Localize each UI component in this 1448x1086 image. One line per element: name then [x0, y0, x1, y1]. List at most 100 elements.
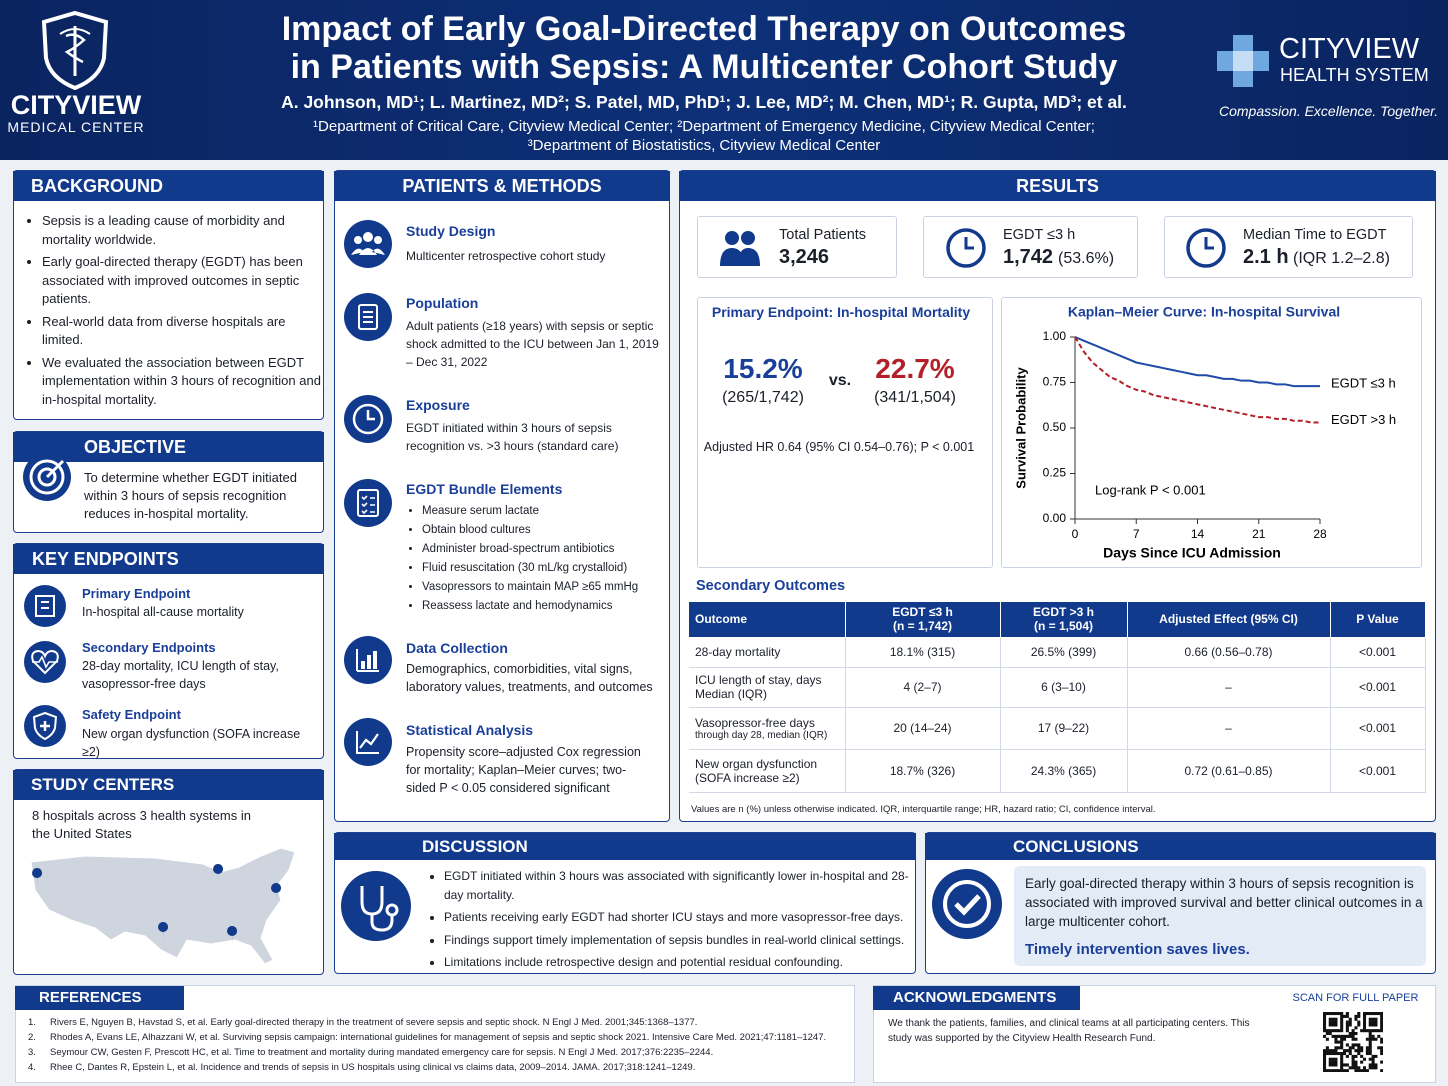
qr-module [1337, 1052, 1341, 1056]
header-row: Outcome EGDT ≤3 h (n = 1,742) EGDT >3 h (n =… [689, 602, 1426, 638]
qr-module [1351, 1066, 1355, 1070]
method-title: Study Design [406, 223, 496, 239]
rate: 22.7% [875, 353, 955, 384]
qr-module [1328, 1020, 1332, 1024]
qr-module [1357, 1012, 1361, 1016]
bullet: Limitations include retrospective design… [444, 953, 924, 972]
method-text: Multicenter retrospective cohort study [406, 249, 606, 263]
qr-module [1380, 1029, 1383, 1033]
endpoint-text: 28-day mortality, ICU length of stay, va… [82, 659, 279, 691]
bullet: Measure serum lactate [422, 502, 682, 521]
qr-module [1368, 1066, 1372, 1070]
qr-module [1380, 1069, 1383, 1072]
table-cell: <0.001 [1330, 749, 1426, 793]
x-axis-label: Days Since ICU Admission [1103, 545, 1281, 561]
qr-module [1351, 1032, 1355, 1036]
qr-module [1374, 1063, 1378, 1067]
header-cell: EGDT >3 h (n = 1,504) [1000, 602, 1128, 638]
reference-number: 3. [28, 1047, 36, 1058]
qr-module [1360, 1046, 1364, 1050]
header-cell: Adjusted Effect (95% CI) [1127, 602, 1331, 638]
qr-module [1380, 1052, 1383, 1056]
qr-module [1354, 1017, 1358, 1021]
qr-module [1328, 1049, 1332, 1053]
qr-module [1377, 1029, 1381, 1033]
table-footnote: Values are n (%) unless otherwise indica… [691, 804, 1156, 815]
ack-text: We thank the patients, families, and cli… [888, 1018, 1250, 1044]
qr-module [1360, 1060, 1364, 1064]
qr-module [1380, 1017, 1383, 1021]
x-tick-label: 0 [1072, 527, 1079, 541]
method-title: Population [406, 295, 479, 311]
qr-module [1365, 1046, 1369, 1050]
rate: 15.2% [723, 353, 803, 384]
qr-module [1331, 1029, 1335, 1033]
icon-clock [946, 228, 986, 268]
qr-module [1328, 1063, 1332, 1067]
qr-module [1360, 1054, 1364, 1058]
y-tick-label: 1.00 [1043, 329, 1067, 343]
header-cell: P Value [1330, 602, 1426, 638]
section-heading: KEY ENDPOINTS [13, 544, 324, 574]
cell-text: through day 28, median (IQR) [695, 729, 828, 741]
qr-module [1345, 1069, 1349, 1072]
cell-text: <0.001 [1358, 721, 1397, 735]
qr-module [1343, 1052, 1347, 1056]
qr-module [1345, 1034, 1349, 1038]
qr-module [1323, 1057, 1327, 1061]
bullet: Vasopressors to maintain MAP ≥65 mmHg [422, 578, 682, 597]
qr-module [1323, 1029, 1327, 1033]
qr-module [1380, 1046, 1383, 1050]
header-text: (n = 1,504) [1033, 619, 1094, 634]
qr-module [1368, 1012, 1372, 1016]
header-cell: EGDT ≤3 h (n = 1,742) [845, 602, 1001, 638]
qr-module [1340, 1014, 1344, 1018]
bullet-list: EGDT initiated within 3 hours was associ… [428, 867, 924, 976]
qr-module [1374, 1037, 1378, 1041]
qr-module [1323, 1066, 1327, 1070]
qr-module [1357, 1066, 1361, 1070]
cell-text: 4 (2–7) [903, 680, 942, 694]
qr-module [1351, 1063, 1355, 1067]
table-cell: 18.1% (315) [845, 637, 1001, 668]
qr-module [1357, 1046, 1361, 1050]
section-heading: BACKGROUND [13, 171, 324, 201]
table-cell: ICU length of stay, days Median (IQR) [689, 667, 846, 708]
y-tick-label: 0.25 [1043, 466, 1067, 480]
qr-module [1334, 1069, 1338, 1072]
table-cell: 6 (3–10) [1000, 667, 1128, 708]
qr-module [1371, 1020, 1375, 1024]
header-text: (n = 1,742) [892, 619, 953, 634]
qr-module [1354, 1026, 1358, 1030]
qr-module [1351, 1034, 1355, 1038]
table-cell: – [1127, 667, 1331, 708]
qr-module [1323, 1034, 1327, 1038]
y-tick-label: 0.75 [1043, 375, 1067, 389]
qr-module [1345, 1014, 1349, 1018]
bullet: Fluid resuscitation (30 mL/kg crystalloi… [422, 559, 682, 578]
qr-module [1343, 1063, 1347, 1067]
qr-module [1363, 1014, 1367, 1018]
icon-clock [344, 395, 392, 443]
qr-module [1325, 1049, 1329, 1053]
qr-module [1331, 1034, 1335, 1038]
qr-module [1371, 1023, 1375, 1027]
reference-text: Rivers E, Nguyen B, Havstad S, et al. Ea… [50, 1017, 698, 1028]
x-tick-label: 7 [1133, 527, 1140, 541]
endpoint-text: In-hospital all-cause mortality [82, 605, 244, 619]
qr-module [1371, 1029, 1375, 1033]
header-text: EGDT ≤3 h [892, 605, 953, 620]
qr-module [1334, 1023, 1338, 1027]
qr-module [1337, 1069, 1341, 1072]
cell-text: Vasopressor-free days [695, 715, 815, 730]
qr-module [1323, 1049, 1327, 1053]
qr-module [1331, 1069, 1335, 1072]
qr-module [1357, 1069, 1361, 1072]
icon-hospital [24, 585, 66, 627]
qr-module [1331, 1023, 1335, 1027]
qr-module [1331, 1063, 1335, 1067]
qr-module [1371, 1037, 1375, 1041]
qr-module [1345, 1026, 1349, 1030]
bullet-list: Sepsis is a leading cause of morbidity a… [26, 212, 327, 413]
